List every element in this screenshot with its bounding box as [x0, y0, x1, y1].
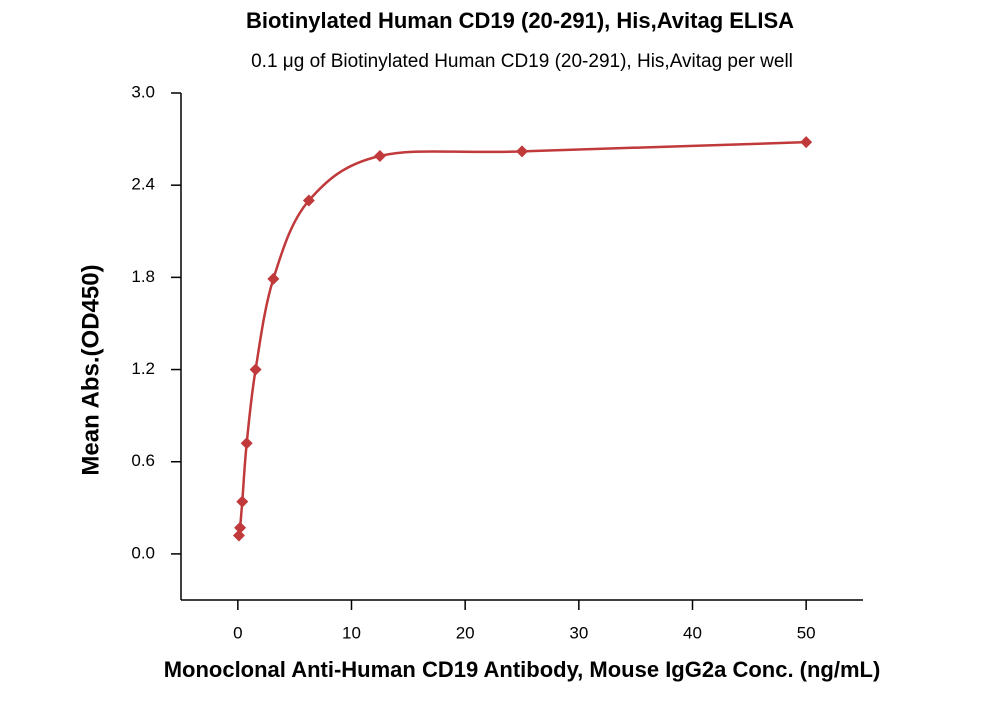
- y-axis-label: Mean Abs.(OD450): [77, 264, 104, 475]
- y-tick-label: 1.8: [131, 267, 155, 286]
- x-tick-label: 20: [456, 623, 475, 642]
- fit-curve: [237, 140, 807, 536]
- y-tick-label: 1.2: [131, 359, 155, 378]
- data-point: [800, 136, 813, 149]
- y-tick-label: 0.6: [131, 451, 155, 470]
- data-point: [516, 145, 528, 158]
- chart-subtitle: 0.1 μg of Biotinylated Human CD19 (20-29…: [251, 51, 793, 72]
- data-point: [373, 149, 386, 162]
- y-tick-label: 3.0: [131, 82, 155, 101]
- x-tick-label: 40: [683, 623, 702, 642]
- x-axis-label: Monoclonal Anti-Human CD19 Antibody, Mou…: [164, 657, 881, 682]
- data-point: [232, 529, 245, 542]
- data-point: [234, 521, 247, 534]
- data-point: [267, 272, 280, 285]
- x-tick-label: 0: [233, 623, 242, 642]
- data-point: [236, 495, 249, 508]
- data-point: [240, 437, 253, 450]
- data-point: [249, 363, 262, 376]
- x-tick-label: 50: [797, 623, 816, 642]
- y-tick-label: 2.4: [131, 175, 155, 194]
- chart-title: Biotinylated Human CD19 (20-291), His,Av…: [246, 8, 794, 33]
- x-tick-label: 30: [569, 623, 588, 642]
- data-point: [302, 194, 315, 207]
- x-tick-label: 10: [342, 623, 361, 642]
- y-tick-label: 0.0: [131, 543, 155, 562]
